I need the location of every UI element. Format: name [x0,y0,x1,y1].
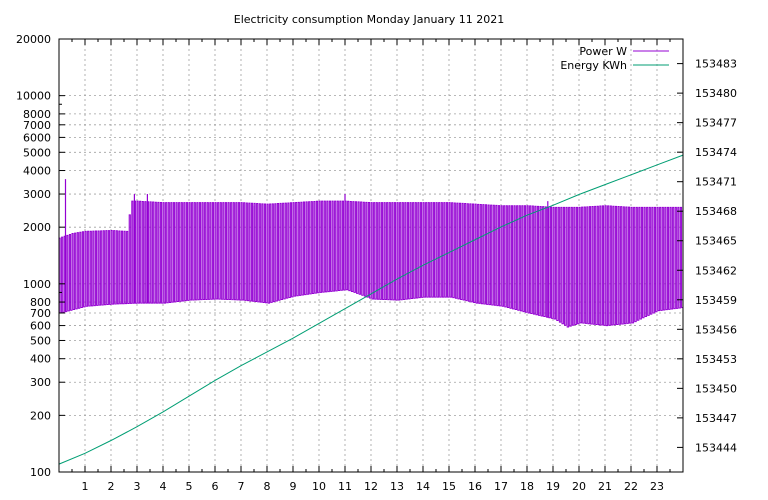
y-tick-label: 20000 [16,33,51,46]
y2-tick-label: 153465 [695,235,737,248]
y2-tick-label: 153468 [695,205,737,218]
y-tick-label: 2000 [23,221,51,234]
legend-label-energy: Energy KWh [560,59,627,72]
y2-tick-label: 153480 [695,87,737,100]
x-tick-label: 4 [160,480,167,493]
x-tick-label: 3 [134,480,141,493]
y-tick-label: 300 [30,376,51,389]
x-tick-label: 11 [338,480,352,493]
x-tick-label: 14 [416,480,430,493]
y-tick-label: 600 [30,320,51,333]
x-tick-label: 17 [494,480,508,493]
chart-title: Electricity consumption Monday January 1… [234,13,504,26]
x-tick-label: 15 [442,480,456,493]
x-tick-label: 5 [186,480,193,493]
y-tick-label: 200 [30,409,51,422]
y-tick-label: 800 [30,296,51,309]
x-tick-label: 7 [238,480,245,493]
x-tick-label: 8 [264,480,271,493]
legend: Power W Energy KWh [560,45,669,72]
x-tick-label: 22 [624,480,638,493]
axis-ticks: 1 2 3 4 5 6 7 8 9 10 11 12 13 14 15 16 17 18 19 20 21 22 23100… [16,33,737,493]
x-tick-label: 20 [572,480,586,493]
x-tick-label: 10 [312,480,326,493]
y2-tick-label: 153456 [695,323,737,336]
power-series-line [59,200,683,328]
y-tick-label: 100 [30,466,51,479]
y-tick-label: 7000 [23,119,51,132]
y2-tick-label: 153462 [695,264,737,277]
y-tick-label: 5000 [23,146,51,159]
y-tick-label: 1000 [23,278,51,291]
x-tick-label: 23 [650,480,664,493]
y-tick-label: 700 [30,307,51,320]
x-tick-label: 18 [520,480,534,493]
x-tick-label: 13 [390,480,404,493]
y-tick-label: 8000 [23,108,51,121]
y2-tick-label: 153453 [695,353,737,366]
x-tick-label: 6 [212,480,219,493]
y2-tick-label: 153474 [695,146,737,159]
y2-tick-label: 153471 [695,176,737,189]
y2-tick-label: 153444 [695,441,737,454]
y2-tick-label: 153459 [695,294,737,307]
series-layer [58,154,684,465]
y-tick-label: 6000 [23,131,51,144]
x-tick-label: 19 [546,480,560,493]
x-tick-label: 9 [290,480,297,493]
y-tick-label: 500 [30,334,51,347]
y-tick-label: 3000 [23,188,51,201]
y-tick-label: 400 [30,353,51,366]
y2-tick-label: 153447 [695,412,737,425]
x-tick-label: 2 [108,480,115,493]
y2-tick-label: 153450 [695,382,737,395]
y-tick-label: 4000 [23,165,51,178]
energy-series-line [58,154,684,465]
legend-label-power: Power W [579,45,627,58]
x-tick-label: 21 [598,480,612,493]
x-tick-label: 16 [468,480,482,493]
y2-tick-label: 153483 [695,58,737,71]
x-tick-label: 1 [82,480,89,493]
y2-tick-label: 153477 [695,117,737,130]
x-tick-label: 12 [364,480,378,493]
y-tick-label: 10000 [16,90,51,103]
